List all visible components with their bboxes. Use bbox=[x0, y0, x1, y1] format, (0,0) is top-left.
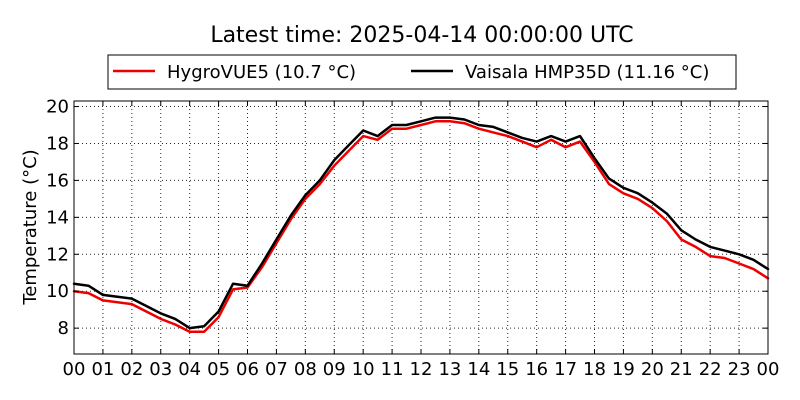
x-tick-label: 18 bbox=[583, 359, 606, 380]
x-tick-label: 12 bbox=[410, 359, 433, 380]
y-tick-label: 8 bbox=[58, 318, 69, 339]
x-tick-label: 09 bbox=[323, 359, 346, 380]
x-tick-label: 19 bbox=[612, 359, 635, 380]
x-tick-label: 15 bbox=[496, 359, 519, 380]
legend-label-hygrovue5: HygroVUE5 (10.7 °C) bbox=[167, 62, 356, 83]
x-tick-label: 03 bbox=[149, 359, 172, 380]
x-tick-label: 23 bbox=[728, 359, 751, 380]
x-tick-label: 07 bbox=[265, 359, 288, 380]
y-axis-label: Temperature (°C) bbox=[20, 149, 41, 305]
series-line-vaisala bbox=[72, 116, 770, 330]
legend: HygroVUE5 (10.7 °C) Vaisala HMP35D (11.1… bbox=[107, 54, 737, 90]
x-tick-label: 00 bbox=[63, 359, 86, 380]
chart-title: Latest time: 2025-04-14 00:00:00 UTC bbox=[210, 23, 633, 48]
y-tick-label: 14 bbox=[46, 207, 69, 228]
series-line-hygrovue5 bbox=[72, 120, 770, 334]
x-tick-label: 04 bbox=[178, 359, 201, 380]
x-tick-label: 16 bbox=[525, 359, 548, 380]
x-tick-label: 14 bbox=[467, 359, 490, 380]
y-tick-label: 10 bbox=[46, 281, 69, 302]
x-tick-label: 21 bbox=[670, 359, 693, 380]
y-axis: 8 10 12 14 16 18 20 bbox=[46, 97, 768, 339]
x-tick-label: 06 bbox=[236, 359, 259, 380]
plot-frame bbox=[73, 100, 769, 355]
y-tick-label: 12 bbox=[46, 244, 69, 265]
x-tick-label: 01 bbox=[91, 359, 114, 380]
grid-lines bbox=[74, 101, 768, 354]
x-tick-label: 05 bbox=[207, 359, 230, 380]
y-tick-label: 20 bbox=[46, 97, 69, 118]
x-tick-label: 10 bbox=[352, 359, 375, 380]
x-tick-label: 13 bbox=[438, 359, 461, 380]
series-lines bbox=[72, 116, 770, 334]
x-tick-label: 08 bbox=[294, 359, 317, 380]
x-tick-label: 02 bbox=[120, 359, 143, 380]
x-tick-label: 00 bbox=[757, 359, 780, 380]
y-tick-label: 16 bbox=[46, 170, 69, 191]
x-tick-label: 11 bbox=[381, 359, 404, 380]
y-tick-label: 18 bbox=[46, 133, 69, 154]
x-axis: 00 01 02 03 04 05 06 07 08 09 10 11 12 13 14 15 16 17 18 19… bbox=[63, 101, 780, 380]
legend-label-vaisala: Vaisala HMP35D (11.16 °C) bbox=[465, 62, 709, 83]
x-tick-label: 22 bbox=[699, 359, 722, 380]
x-tick-label: 20 bbox=[641, 359, 664, 380]
x-tick-label: 17 bbox=[554, 359, 577, 380]
